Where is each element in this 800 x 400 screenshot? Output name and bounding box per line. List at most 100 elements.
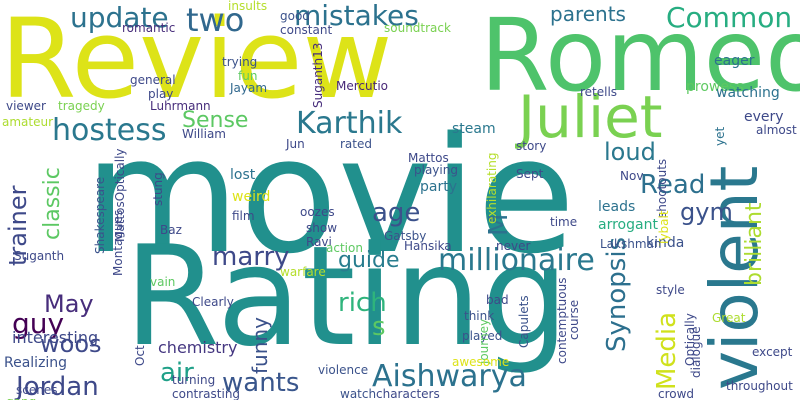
word-tragedy: tragedy [58, 99, 105, 113]
word-mattos: Mattos [408, 151, 449, 165]
word-constant: constant [280, 23, 333, 37]
word-oct: Oct [133, 345, 147, 366]
word-air: air [160, 358, 194, 388]
word-may: May [44, 290, 94, 318]
word-leads: leads [598, 199, 636, 215]
word-show: show [306, 221, 338, 235]
word-mercutio: Mercutio [336, 79, 388, 93]
word-good: good [280, 9, 310, 23]
word-awesome: awesome [452, 355, 510, 369]
word-two: two [186, 1, 245, 39]
word-jun: Jun [286, 137, 305, 151]
word-gatsby: Gatsby [384, 229, 427, 243]
word-viewer: viewer [6, 99, 46, 113]
word-contrasting: contrasting [172, 387, 241, 400]
word-montagues: Montagues [111, 209, 125, 276]
word-parents: parents [550, 2, 626, 26]
word-lost: lost [230, 167, 256, 183]
word-never: never [496, 239, 531, 253]
word-action: action [326, 241, 363, 255]
word-common: Common [666, 1, 793, 34]
word-juliet: Juliet [518, 83, 663, 151]
word-oozes: oozes [300, 205, 335, 219]
word-great: Great [712, 311, 746, 325]
word-throughout: throughout [726, 379, 793, 393]
word-ravi: Ravi [306, 235, 332, 249]
word-suganth: Suganth [14, 249, 65, 263]
word-crowd: crowd [658, 387, 695, 400]
word-sense: Sense [182, 108, 249, 133]
word-amateur: amateur [2, 115, 54, 129]
word-story: story [516, 139, 547, 153]
word-eager: eager [714, 53, 755, 69]
word-rating: Rating [124, 216, 569, 377]
word-style: style [656, 283, 685, 297]
word-jayam: Jayam [230, 81, 268, 95]
word-sept: Sept [516, 167, 544, 181]
word-almost: almost [756, 123, 797, 137]
word-except: except [752, 345, 793, 359]
word-bad: bad [486, 293, 509, 307]
word-scenes: scenes [16, 383, 58, 397]
word-warfare: warfare [280, 265, 326, 279]
word-insults: insults [228, 0, 268, 13]
word-brilliant: brilliant [742, 202, 767, 286]
word-soundtrack: soundtrack [384, 21, 451, 35]
word-s: s [372, 312, 386, 342]
word-rated: rated [340, 137, 372, 151]
word-nov: Nov [620, 169, 644, 183]
word-playing: playing [414, 163, 458, 177]
word-suganth13: Suganth13 [311, 42, 325, 108]
word-stung: stung [151, 172, 165, 206]
word-exhilarating: exhilarating [485, 152, 499, 224]
word-clearly: Clearly [192, 295, 234, 309]
word-realizing: Realizing [4, 355, 68, 371]
word-review: Review [0, 0, 393, 123]
word-watch: watch [340, 387, 377, 400]
word-age: age [372, 198, 421, 228]
word-general: general [130, 73, 176, 87]
word-watching: watching [716, 85, 780, 101]
word-fun: fun [238, 69, 258, 83]
word-romantic: romantic [122, 21, 176, 35]
word-characters: characters [376, 387, 440, 400]
word-funny: funny [248, 317, 272, 374]
word-dialogue: dialogue [689, 326, 703, 378]
word-party: party [420, 179, 457, 195]
word-classic: classic [40, 167, 65, 240]
word-karthik: Karthik [296, 106, 403, 141]
word-trying: trying [222, 55, 258, 69]
word-vain: vain [150, 275, 176, 289]
word-romeo: Romeo [480, 0, 800, 114]
word-lakshman: Lakshman [600, 237, 662, 251]
word-time: time [550, 215, 578, 229]
word-turning: turning [172, 373, 216, 387]
word-weird: weird [232, 189, 271, 205]
word-update: update [70, 1, 169, 34]
word-millionaire: millionaire [438, 243, 595, 278]
word-media: Media [652, 311, 682, 390]
word-rich: rich [338, 288, 387, 318]
word-read: Read [640, 170, 706, 200]
word-aishwarya: Aishwarya [372, 359, 527, 394]
word-retells: retells [580, 85, 618, 99]
word-think: think [464, 309, 495, 323]
word-marry: marry [212, 242, 290, 272]
word-film: film [232, 209, 255, 223]
word-guide: guide [338, 248, 400, 273]
word-played: played [462, 329, 503, 343]
word-prowess: prowess [686, 79, 744, 95]
word-kinda: kinda [646, 235, 685, 251]
word-luhrmann: Luhrmann [150, 99, 211, 113]
word-yet: yet [713, 126, 727, 146]
word-violence: violence [318, 363, 369, 377]
word-hansika: Hansika [404, 239, 452, 253]
word-movie: movie [84, 102, 576, 289]
word-shakespeare: Shakespeare [93, 176, 107, 254]
word-interesting: interesting [12, 328, 99, 347]
word-wants: wants [222, 368, 300, 398]
word-jordan: Jordan [16, 372, 99, 400]
word-guy: guy [12, 307, 65, 340]
word-steam: steam [452, 121, 496, 137]
